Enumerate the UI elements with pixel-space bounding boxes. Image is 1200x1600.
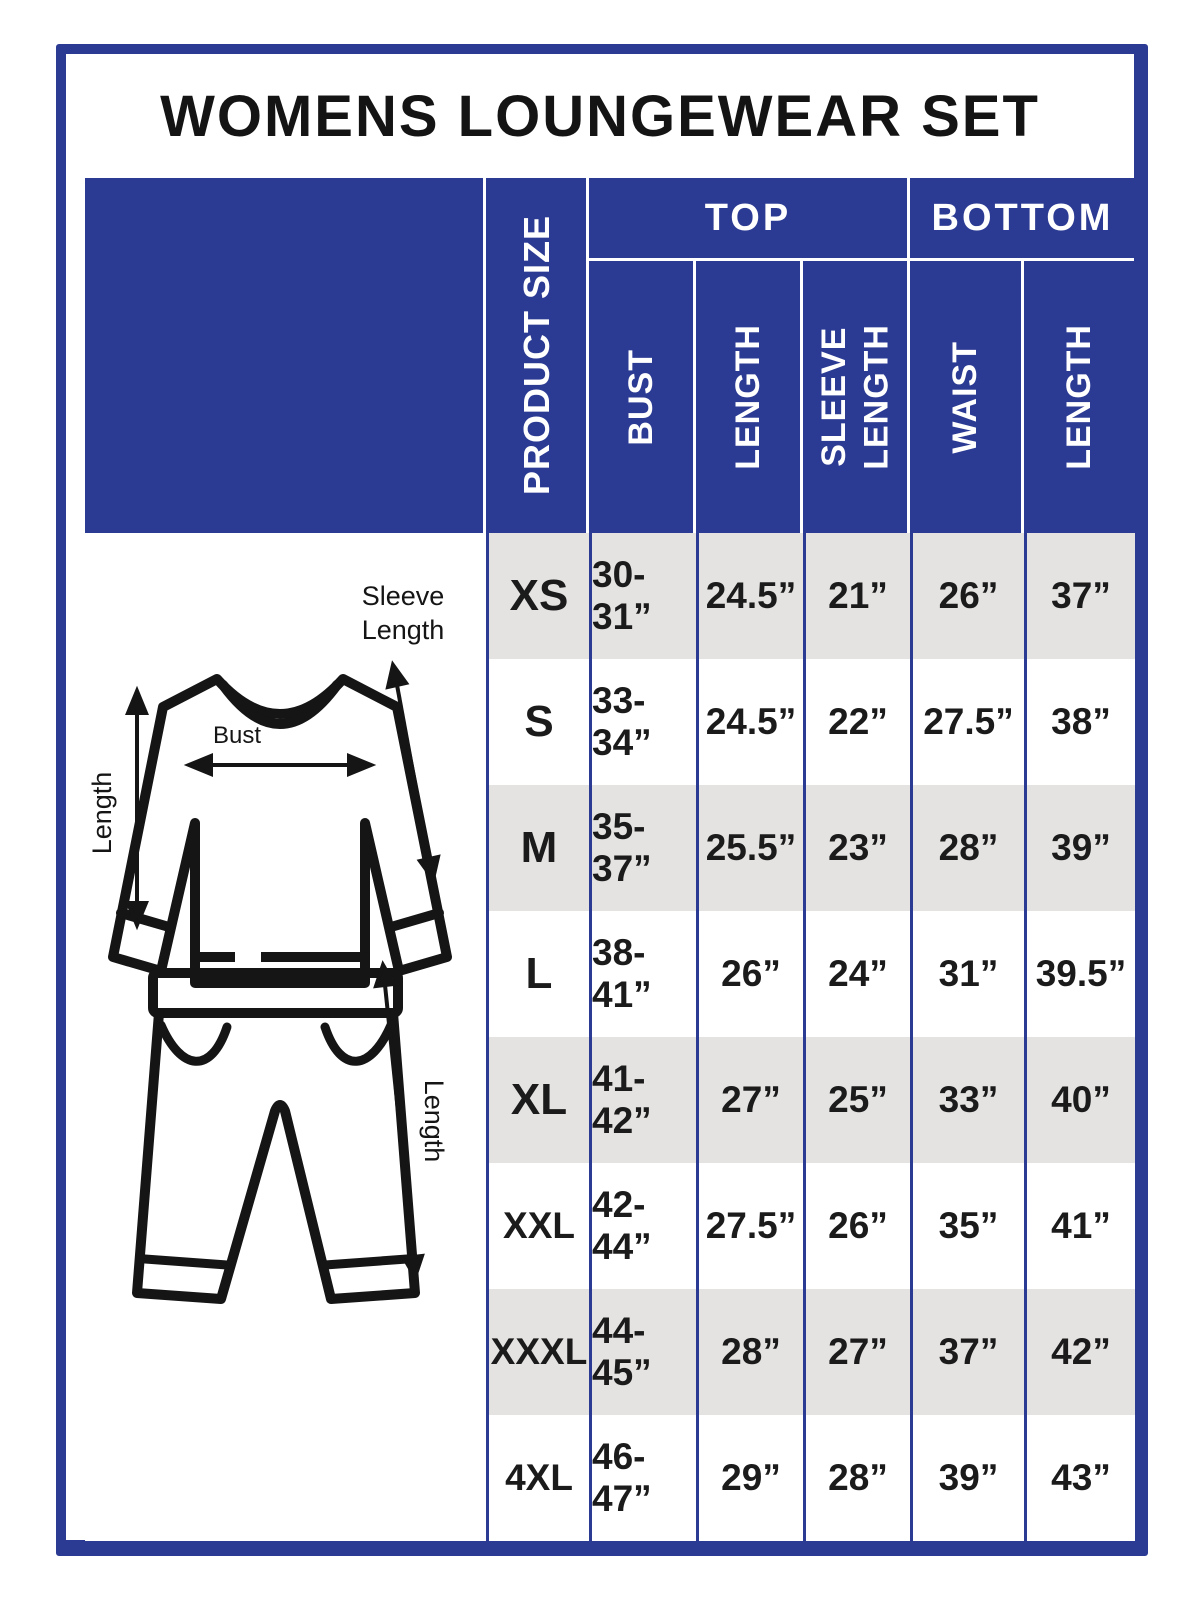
size-label: XXL	[486, 1163, 589, 1289]
header-group-bottom: BOTTOM WAIST LENGTH	[910, 178, 1135, 533]
sleeve-length-value: 25”	[803, 1037, 910, 1163]
bottom-length-value: 39”	[1024, 785, 1135, 911]
bust-value: 46-47”	[589, 1415, 696, 1541]
size-label: S	[486, 659, 589, 785]
garment-diagrams: Sleeve Length Bust Length Length	[85, 533, 486, 1541]
bottom-length-value: 39.5”	[1024, 911, 1135, 1037]
table-row-xxxl: XXXL 44-45” 28” 27” 37” 42”	[486, 1289, 1135, 1415]
top-length-arrow	[125, 685, 149, 931]
header-col-top-length: LENGTH	[696, 261, 800, 533]
waist-value: 27.5”	[910, 659, 1024, 785]
bust-label: Bust	[213, 722, 261, 749]
sleeve-length-label-line2: Length	[362, 615, 445, 645]
header-col-bottom-length: LENGTH	[1024, 261, 1135, 533]
sleeve-length-value: 21”	[803, 533, 910, 659]
bust-value: 42-44”	[589, 1163, 696, 1289]
table-row-xxl: XXL 42-44” 27.5” 26” 35” 41”	[486, 1163, 1135, 1289]
sleeve-length-value: 24”	[803, 911, 910, 1037]
pants-drawing	[132, 968, 420, 1304]
header-col-waist: WAIST	[910, 261, 1021, 533]
size-label: L	[486, 911, 589, 1037]
table-row-m: M 35-37” 25.5” 23” 28” 39”	[486, 785, 1135, 911]
table-header: PRODUCT SIZE TOP BUST LENGTH SLEEVE LENG…	[85, 178, 1135, 533]
page-title: WOMENS LOUNGEWEAR SET	[160, 83, 1040, 149]
sleeve-length-value: 27”	[803, 1289, 910, 1415]
waist-value: 33”	[910, 1037, 1024, 1163]
table-row-l: L 38-41” 26” 24” 31” 39.5”	[486, 911, 1135, 1037]
top-length-value: 24.5”	[696, 533, 803, 659]
size-label: XS	[486, 533, 589, 659]
top-length-value: 24.5”	[696, 659, 803, 785]
waist-value: 31”	[910, 911, 1024, 1037]
table-row-4xl: 4XL 46-47” 29” 28” 39” 43”	[486, 1415, 1135, 1541]
product-size-label: PRODUCT SIZE	[515, 215, 557, 496]
waist-value: 39”	[910, 1415, 1024, 1541]
waist-value: 37”	[910, 1289, 1024, 1415]
top-length-value: 29”	[696, 1415, 803, 1541]
bust-value: 41-42”	[589, 1037, 696, 1163]
bottom-length-label: Length	[419, 1080, 449, 1163]
bust-value: 38-41”	[589, 911, 696, 1037]
bust-value: 30-31”	[589, 533, 696, 659]
outer-frame: WOMENS LOUNGEWEAR SET PRODUCT SIZE TOP B…	[56, 44, 1148, 1556]
bust-value: 33-34”	[589, 659, 696, 785]
top-length-value: 26”	[696, 911, 803, 1037]
sleeve-length-value: 22”	[803, 659, 910, 785]
bottom-length-value: 41”	[1024, 1163, 1135, 1289]
sleeve-length-arrow	[385, 660, 441, 884]
header-blank-cell	[85, 178, 483, 533]
size-label: XXXL	[486, 1289, 589, 1415]
table-row-xs: XS 30-31” 24.5” 21” 26” 37”	[486, 533, 1135, 659]
waist-value: 26”	[910, 533, 1024, 659]
bottom-length-value: 40”	[1024, 1037, 1135, 1163]
waist-value: 28”	[910, 785, 1024, 911]
header-group-top: TOP BUST LENGTH SLEEVE LENGTH	[589, 178, 907, 533]
bottom-length-arrow	[373, 960, 425, 1282]
header-col-sleeve-length: SLEEVE LENGTH	[803, 261, 907, 533]
sleeve-length-label-line1: Sleeve	[362, 581, 445, 611]
header-col-bust: BUST	[589, 261, 693, 533]
bottom-length-value: 37”	[1024, 533, 1135, 659]
top-length-label: Length	[87, 772, 117, 855]
table-body: Sleeve Length Bust Length Length XS 30-3…	[85, 533, 1135, 1541]
size-label: M	[486, 785, 589, 911]
top-length-value: 25.5”	[696, 785, 803, 911]
top-length-value: 27”	[696, 1037, 803, 1163]
bust-value: 44-45”	[589, 1289, 696, 1415]
title-bar: WOMENS LOUNGEWEAR SET	[66, 54, 1134, 178]
top-length-value: 28”	[696, 1289, 803, 1415]
bust-value: 35-37”	[589, 785, 696, 911]
table-row-xl: XL 41-42” 27” 25” 33” 40”	[486, 1037, 1135, 1163]
top-length-value: 27.5”	[696, 1163, 803, 1289]
size-label: 4XL	[486, 1415, 589, 1541]
size-table: PRODUCT SIZE TOP BUST LENGTH SLEEVE LENG…	[85, 178, 1135, 1541]
sleeve-length-value: 23”	[803, 785, 910, 911]
group-top-label: TOP	[589, 178, 907, 258]
bottom-length-value: 38”	[1024, 659, 1135, 785]
bust-arrow	[183, 753, 377, 777]
table-row-s: S 33-34” 24.5” 22” 27.5” 38”	[486, 659, 1135, 785]
waist-value: 35”	[910, 1163, 1024, 1289]
bottom-length-value: 43”	[1024, 1415, 1135, 1541]
sleeve-length-value: 28”	[803, 1415, 910, 1541]
table-rows: XS 30-31” 24.5” 21” 26” 37” S 33-34” 24.…	[486, 533, 1135, 1541]
measurement-diagram-svg: Sleeve Length Bust Length Length	[87, 581, 452, 1304]
sleeve-length-value: 26”	[803, 1163, 910, 1289]
bottom-length-value: 42”	[1024, 1289, 1135, 1415]
size-label: XL	[486, 1037, 589, 1163]
sweatshirt-drawing	[108, 674, 452, 988]
header-product-size: PRODUCT SIZE	[486, 178, 586, 533]
group-bottom-label: BOTTOM	[910, 178, 1135, 258]
